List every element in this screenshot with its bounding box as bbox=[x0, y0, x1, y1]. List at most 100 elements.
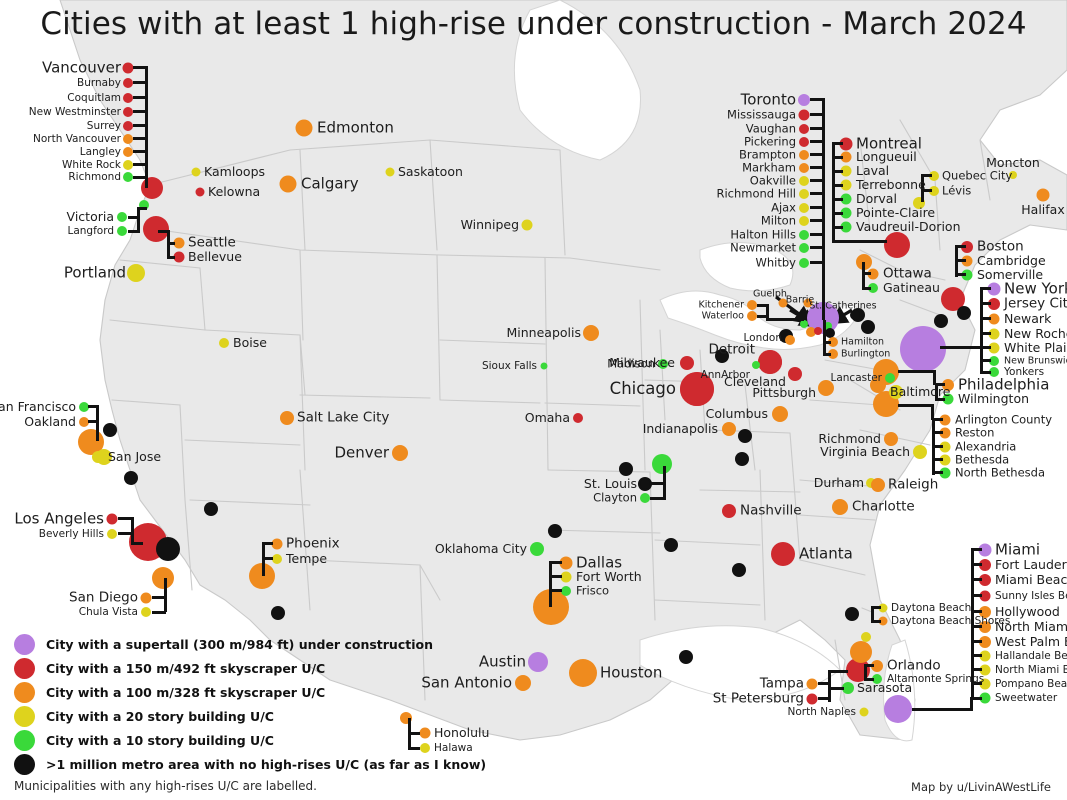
bracket-vancouver-r1 bbox=[133, 66, 147, 69]
city-marker-alexandria bbox=[939, 441, 951, 453]
city-marker-edmonton bbox=[295, 119, 313, 137]
city-label-lancaster: Lancaster bbox=[830, 371, 882, 384]
city-marker-annarbor bbox=[752, 361, 760, 369]
city-label-indianapolis: Indianapolis bbox=[642, 420, 718, 436]
city-marker-detroit bbox=[758, 350, 782, 374]
city-label-stlouis: St. Louis bbox=[583, 475, 637, 491]
city-label-annarbor: AnnArbor bbox=[700, 368, 750, 381]
legend: City with a supertall (300 m/984 ft) und… bbox=[14, 632, 486, 776]
city-marker-waterloo bbox=[747, 311, 757, 321]
city-label-yonkers: Yonkers bbox=[1004, 365, 1045, 378]
city-label-toronto: Toronto bbox=[740, 90, 796, 109]
city-marker-ajax bbox=[799, 203, 809, 213]
city-label-beverlyhills: Beverly Hills bbox=[38, 527, 104, 540]
bracket-toronto-r5 bbox=[810, 153, 824, 156]
city-label-bethesda: Bethesda bbox=[955, 452, 1010, 467]
bracket-miami-r8 bbox=[971, 654, 982, 657]
city-marker-phoenix bbox=[271, 538, 283, 550]
city-label-coquitlam: Coquitlam bbox=[67, 91, 121, 104]
city-label-sweetwater: Sweetwater bbox=[995, 691, 1058, 704]
bracket-hamilton-r2 bbox=[823, 353, 831, 356]
metro-marker-toronto-sub-4 bbox=[814, 327, 822, 335]
city-marker-whitby bbox=[799, 258, 809, 268]
city-marker-saltlakecity bbox=[280, 411, 294, 425]
bracket-tampa-r2 bbox=[818, 697, 830, 700]
city-label-milwaukee: Milwaukee bbox=[609, 354, 675, 370]
city-marker-montreal bbox=[839, 137, 853, 151]
bracket-miami-r2 bbox=[971, 563, 982, 566]
city-marker-daytonabeach bbox=[878, 603, 888, 613]
bracket-la-out bbox=[131, 542, 143, 545]
city-label-northmiami: North Miami bbox=[995, 618, 1067, 634]
bracket-toronto-r10 bbox=[810, 219, 824, 222]
bracket-hamilton-stem bbox=[823, 320, 826, 355]
bracket-toronto-r7 bbox=[810, 179, 824, 182]
bracket-daytona-r2 bbox=[871, 620, 881, 623]
bracket-toronto-r4 bbox=[810, 140, 824, 143]
bracket-miami-r7 bbox=[971, 640, 982, 643]
city-label-denver: Denver bbox=[334, 443, 389, 462]
bracket-montreal-r4 bbox=[832, 184, 843, 187]
city-label-madison: Madison bbox=[607, 356, 655, 371]
bracket-sd-stem bbox=[164, 578, 167, 612]
city-label-cleveland: Cleveland bbox=[724, 373, 786, 389]
bracket-toronto-r13 bbox=[810, 261, 824, 264]
city-label-daytonabeachshores: Daytona Beach Shores bbox=[891, 614, 1011, 627]
city-marker-stcatherines bbox=[850, 310, 860, 320]
city-label-wilmington: Wilmington bbox=[958, 390, 1030, 406]
city-marker-vaughan bbox=[799, 124, 809, 134]
city-marker-orlando bbox=[871, 660, 883, 672]
city-label-levis: Lévis bbox=[942, 183, 972, 198]
bracket-montreal-r1 bbox=[832, 142, 843, 145]
bracket-ottawa-r2 bbox=[862, 287, 871, 290]
bracket-victoria-top bbox=[137, 207, 147, 210]
bracket-honolulu-r1 bbox=[408, 732, 420, 735]
city-label-chicago: Chicago bbox=[609, 378, 676, 398]
bracket-miami-r3 bbox=[971, 578, 982, 581]
city-marker-wilmington bbox=[942, 393, 954, 405]
city-label-losangeles: Los Angeles bbox=[14, 509, 104, 528]
city-marker-sanjose bbox=[92, 451, 104, 463]
city-label-montreal: Montreal bbox=[856, 134, 922, 153]
city-marker-stpetersburg bbox=[806, 693, 818, 705]
city-marker-hollywood bbox=[979, 606, 991, 618]
no-highrise-marker-louisville bbox=[735, 452, 749, 466]
city-marker-newrochelle bbox=[988, 328, 1000, 340]
city-marker-frisco bbox=[561, 586, 571, 596]
bracket-nyc-r6 bbox=[980, 359, 991, 362]
bracket-la-stem bbox=[131, 517, 134, 544]
legend-row-supertall: City with a supertall (300 m/984 ft) und… bbox=[14, 632, 486, 656]
city-label-atlanta: Atlanta bbox=[799, 544, 853, 563]
city-marker-milwaukee bbox=[680, 356, 694, 370]
metro-marker-baltimore-metro bbox=[889, 385, 903, 399]
bracket-phoenix-r2 bbox=[262, 557, 273, 560]
city-label-philadelphia: Philadelphia bbox=[958, 375, 1050, 394]
credit-text: Map by u/LivinAWestLife bbox=[911, 780, 1051, 794]
city-label-houston: Houston bbox=[600, 663, 663, 682]
bracket-miami-out bbox=[912, 708, 973, 711]
page-title: Cities with at least 1 high-rise under c… bbox=[40, 6, 1027, 42]
bracket-vancouver-stem bbox=[145, 66, 148, 180]
bracket-toronto-stem bbox=[822, 98, 825, 320]
city-marker-tempe bbox=[272, 554, 282, 564]
bracket-daytona-stem bbox=[871, 606, 874, 623]
city-marker-terrebonne bbox=[840, 179, 852, 191]
city-marker-newbrunswick bbox=[989, 356, 999, 366]
bracket-sf-stem bbox=[96, 405, 99, 441]
bracket-kitchener-r1 bbox=[757, 304, 768, 307]
bracket-tampa-link bbox=[828, 670, 831, 684]
city-marker-laval bbox=[840, 165, 852, 177]
city-label-oakville: Oakville bbox=[749, 173, 796, 188]
bracket-seattle-r2 bbox=[167, 256, 175, 259]
bracket-montreal-r3 bbox=[832, 170, 843, 173]
city-marker-losangeles bbox=[106, 513, 118, 525]
bracket-dc-out bbox=[898, 404, 934, 407]
bracket-victoria-stem bbox=[137, 207, 140, 233]
bracket-stlouis-up bbox=[663, 466, 666, 484]
legend-label-story10: City with a 10 story building U/C bbox=[46, 732, 274, 748]
bracket-philly-link bbox=[933, 370, 936, 385]
bracket-dc-r5 bbox=[932, 471, 943, 474]
city-label-charlotte: Charlotte bbox=[852, 498, 915, 515]
city-label-fortlauderdale: Fort Lauderdale bbox=[995, 556, 1067, 572]
